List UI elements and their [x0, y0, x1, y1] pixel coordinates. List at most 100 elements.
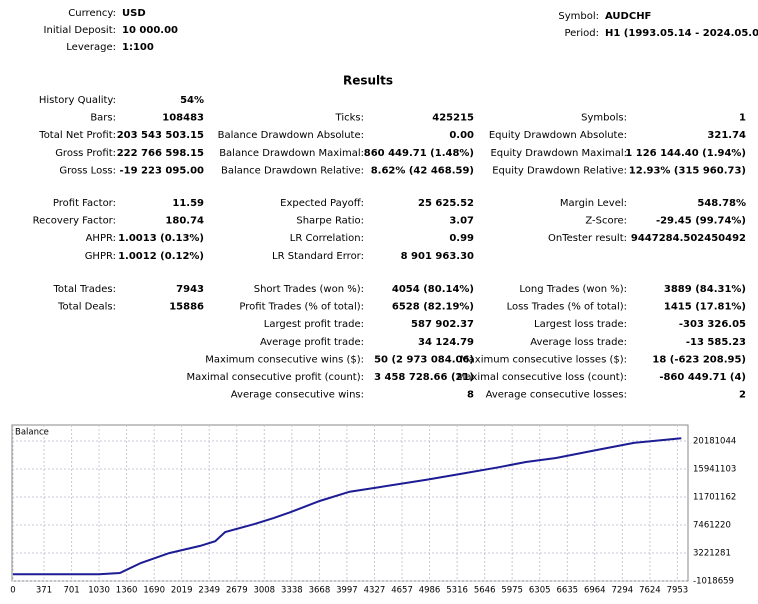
result-value: 11.59	[172, 198, 204, 209]
result-value: 222 766 598.15	[117, 148, 204, 159]
result-value: 180.74	[165, 216, 204, 227]
result-label: Z-Score:	[585, 216, 627, 227]
header-value: AUDCHF	[605, 11, 651, 22]
result-value: -29.45 (99.74%)	[656, 216, 746, 227]
result-value: 54%	[180, 95, 204, 106]
result-value: 9447284.502450492	[631, 233, 746, 244]
result-value: 6528 (82.19%)	[392, 302, 474, 313]
result-label: GHPR:	[85, 251, 116, 262]
header-label: Leverage:	[66, 42, 116, 53]
header-value: 10 000.00	[122, 25, 178, 36]
y-tick-label: 11701162	[693, 492, 736, 502]
x-tick-label: 4657	[391, 586, 413, 596]
result-value: 1.0013 (0.13%)	[118, 233, 204, 244]
result-value: 8.62% (42 468.59)	[371, 165, 474, 176]
x-tick-label: 6964	[584, 586, 606, 596]
result-value: 0.99	[449, 233, 474, 244]
x-tick-label: 4986	[419, 586, 441, 596]
result-label: Average consecutive wins:	[231, 390, 364, 401]
result-label: Bars:	[90, 113, 116, 124]
x-tick-label: 2349	[198, 586, 220, 596]
result-value: 2	[739, 390, 746, 401]
header-value: 1:100	[122, 42, 154, 53]
header-value: USD	[122, 8, 146, 19]
result-value: 8 901 963.30	[401, 251, 474, 262]
result-value: 8	[467, 390, 474, 401]
result-label: Sharpe Ratio:	[296, 216, 364, 227]
x-tick-label: 0	[10, 586, 15, 596]
result-value: 4054 (80.14%)	[392, 284, 474, 295]
result-value: 3 458 728.66 (21)	[374, 372, 474, 383]
result-value: 18 (-623 208.95)	[652, 354, 746, 365]
result-value: 321.74	[707, 130, 746, 141]
result-value: 1415 (17.81%)	[664, 302, 746, 313]
x-tick-label: 6305	[529, 586, 551, 596]
result-value: 3889 (84.31%)	[664, 284, 746, 295]
result-label: OnTester result:	[548, 233, 627, 244]
result-label: AHPR:	[86, 233, 116, 244]
header-value: H1 (1993.05.14 - 2024.05.05)	[605, 28, 758, 39]
result-value: 34 124.79	[418, 337, 474, 348]
result-value: -303 326.05	[679, 319, 746, 330]
x-tick-label: 7953	[667, 586, 689, 596]
result-label: Equity Drawdown Maximal:	[490, 148, 627, 159]
x-tick-label: 6635	[556, 586, 578, 596]
result-value: 15886	[169, 302, 204, 313]
result-value: 548.78%	[697, 198, 746, 209]
y-tick-label: 3221281	[693, 548, 731, 558]
balance-line	[13, 437, 682, 576]
x-tick-label: 3668	[309, 586, 331, 596]
x-tick-label: 7294	[612, 586, 634, 596]
x-tick-label: 4327	[364, 586, 386, 596]
x-tick-label: 5646	[474, 586, 496, 596]
result-label: Maximum consecutive losses ($):	[460, 354, 627, 365]
result-value: 1.0012 (0.12%)	[118, 251, 204, 262]
result-value: 203 543 503.15	[117, 130, 204, 141]
x-tick-label: 1360	[116, 586, 138, 596]
result-value: -13 585.23	[686, 337, 746, 348]
result-label: Average consecutive losses:	[486, 390, 627, 401]
result-label: Expected Payoff:	[280, 198, 364, 209]
result-label: Symbols:	[581, 113, 627, 124]
chart-title: Balance	[15, 428, 49, 438]
result-label: Balance Drawdown Maximal:	[219, 148, 364, 159]
result-label: Equity Drawdown Relative:	[492, 165, 627, 176]
result-label: Recovery Factor:	[33, 216, 116, 227]
result-value: 1 126 144.40 (1.94%)	[625, 148, 746, 159]
result-label: LR Correlation:	[290, 233, 364, 244]
result-value: 108483	[162, 113, 204, 124]
x-tick-label: 2679	[226, 586, 248, 596]
result-label: Largest loss trade:	[534, 319, 627, 330]
x-tick-label: 1690	[143, 586, 165, 596]
y-tick-label: -1018659	[693, 577, 734, 587]
result-label: Equity Drawdown Absolute:	[489, 130, 627, 141]
result-value: 12.93% (315 960.73)	[629, 165, 746, 176]
x-tick-label: 3997	[336, 586, 358, 596]
y-tick-label: 7461220	[693, 520, 731, 530]
result-label: Profit Factor:	[53, 198, 116, 209]
result-value: 860 449.71 (1.48%)	[364, 148, 474, 159]
x-tick-label: 371	[36, 586, 52, 596]
header-label: Initial Deposit:	[44, 25, 116, 36]
x-tick-label: 5316	[446, 586, 468, 596]
result-label: Balance Drawdown Absolute:	[218, 130, 364, 141]
x-tick-label: 3338	[281, 586, 303, 596]
result-label: Balance Drawdown Relative:	[221, 165, 364, 176]
result-label: Total Net Profit:	[38, 130, 116, 141]
x-tick-label: 1030	[88, 586, 110, 596]
result-label: Profit Trades (% of total):	[239, 302, 364, 313]
result-label: Average profit trade:	[260, 337, 364, 348]
header-label: Currency:	[68, 8, 116, 19]
result-label: Short Trades (won %):	[254, 284, 364, 295]
header-label: Symbol:	[558, 11, 599, 22]
x-tick-label: 7624	[639, 586, 661, 596]
result-value: 7943	[176, 284, 204, 295]
result-value: 425215	[432, 113, 474, 124]
result-value: -860 449.71 (4)	[659, 372, 746, 383]
y-tick-label: 15941103	[693, 464, 736, 474]
result-label: LR Standard Error:	[272, 251, 364, 262]
result-label: Total Trades:	[53, 284, 117, 295]
result-label: Largest profit trade:	[264, 319, 364, 330]
result-value: 587 902.37	[411, 319, 474, 330]
